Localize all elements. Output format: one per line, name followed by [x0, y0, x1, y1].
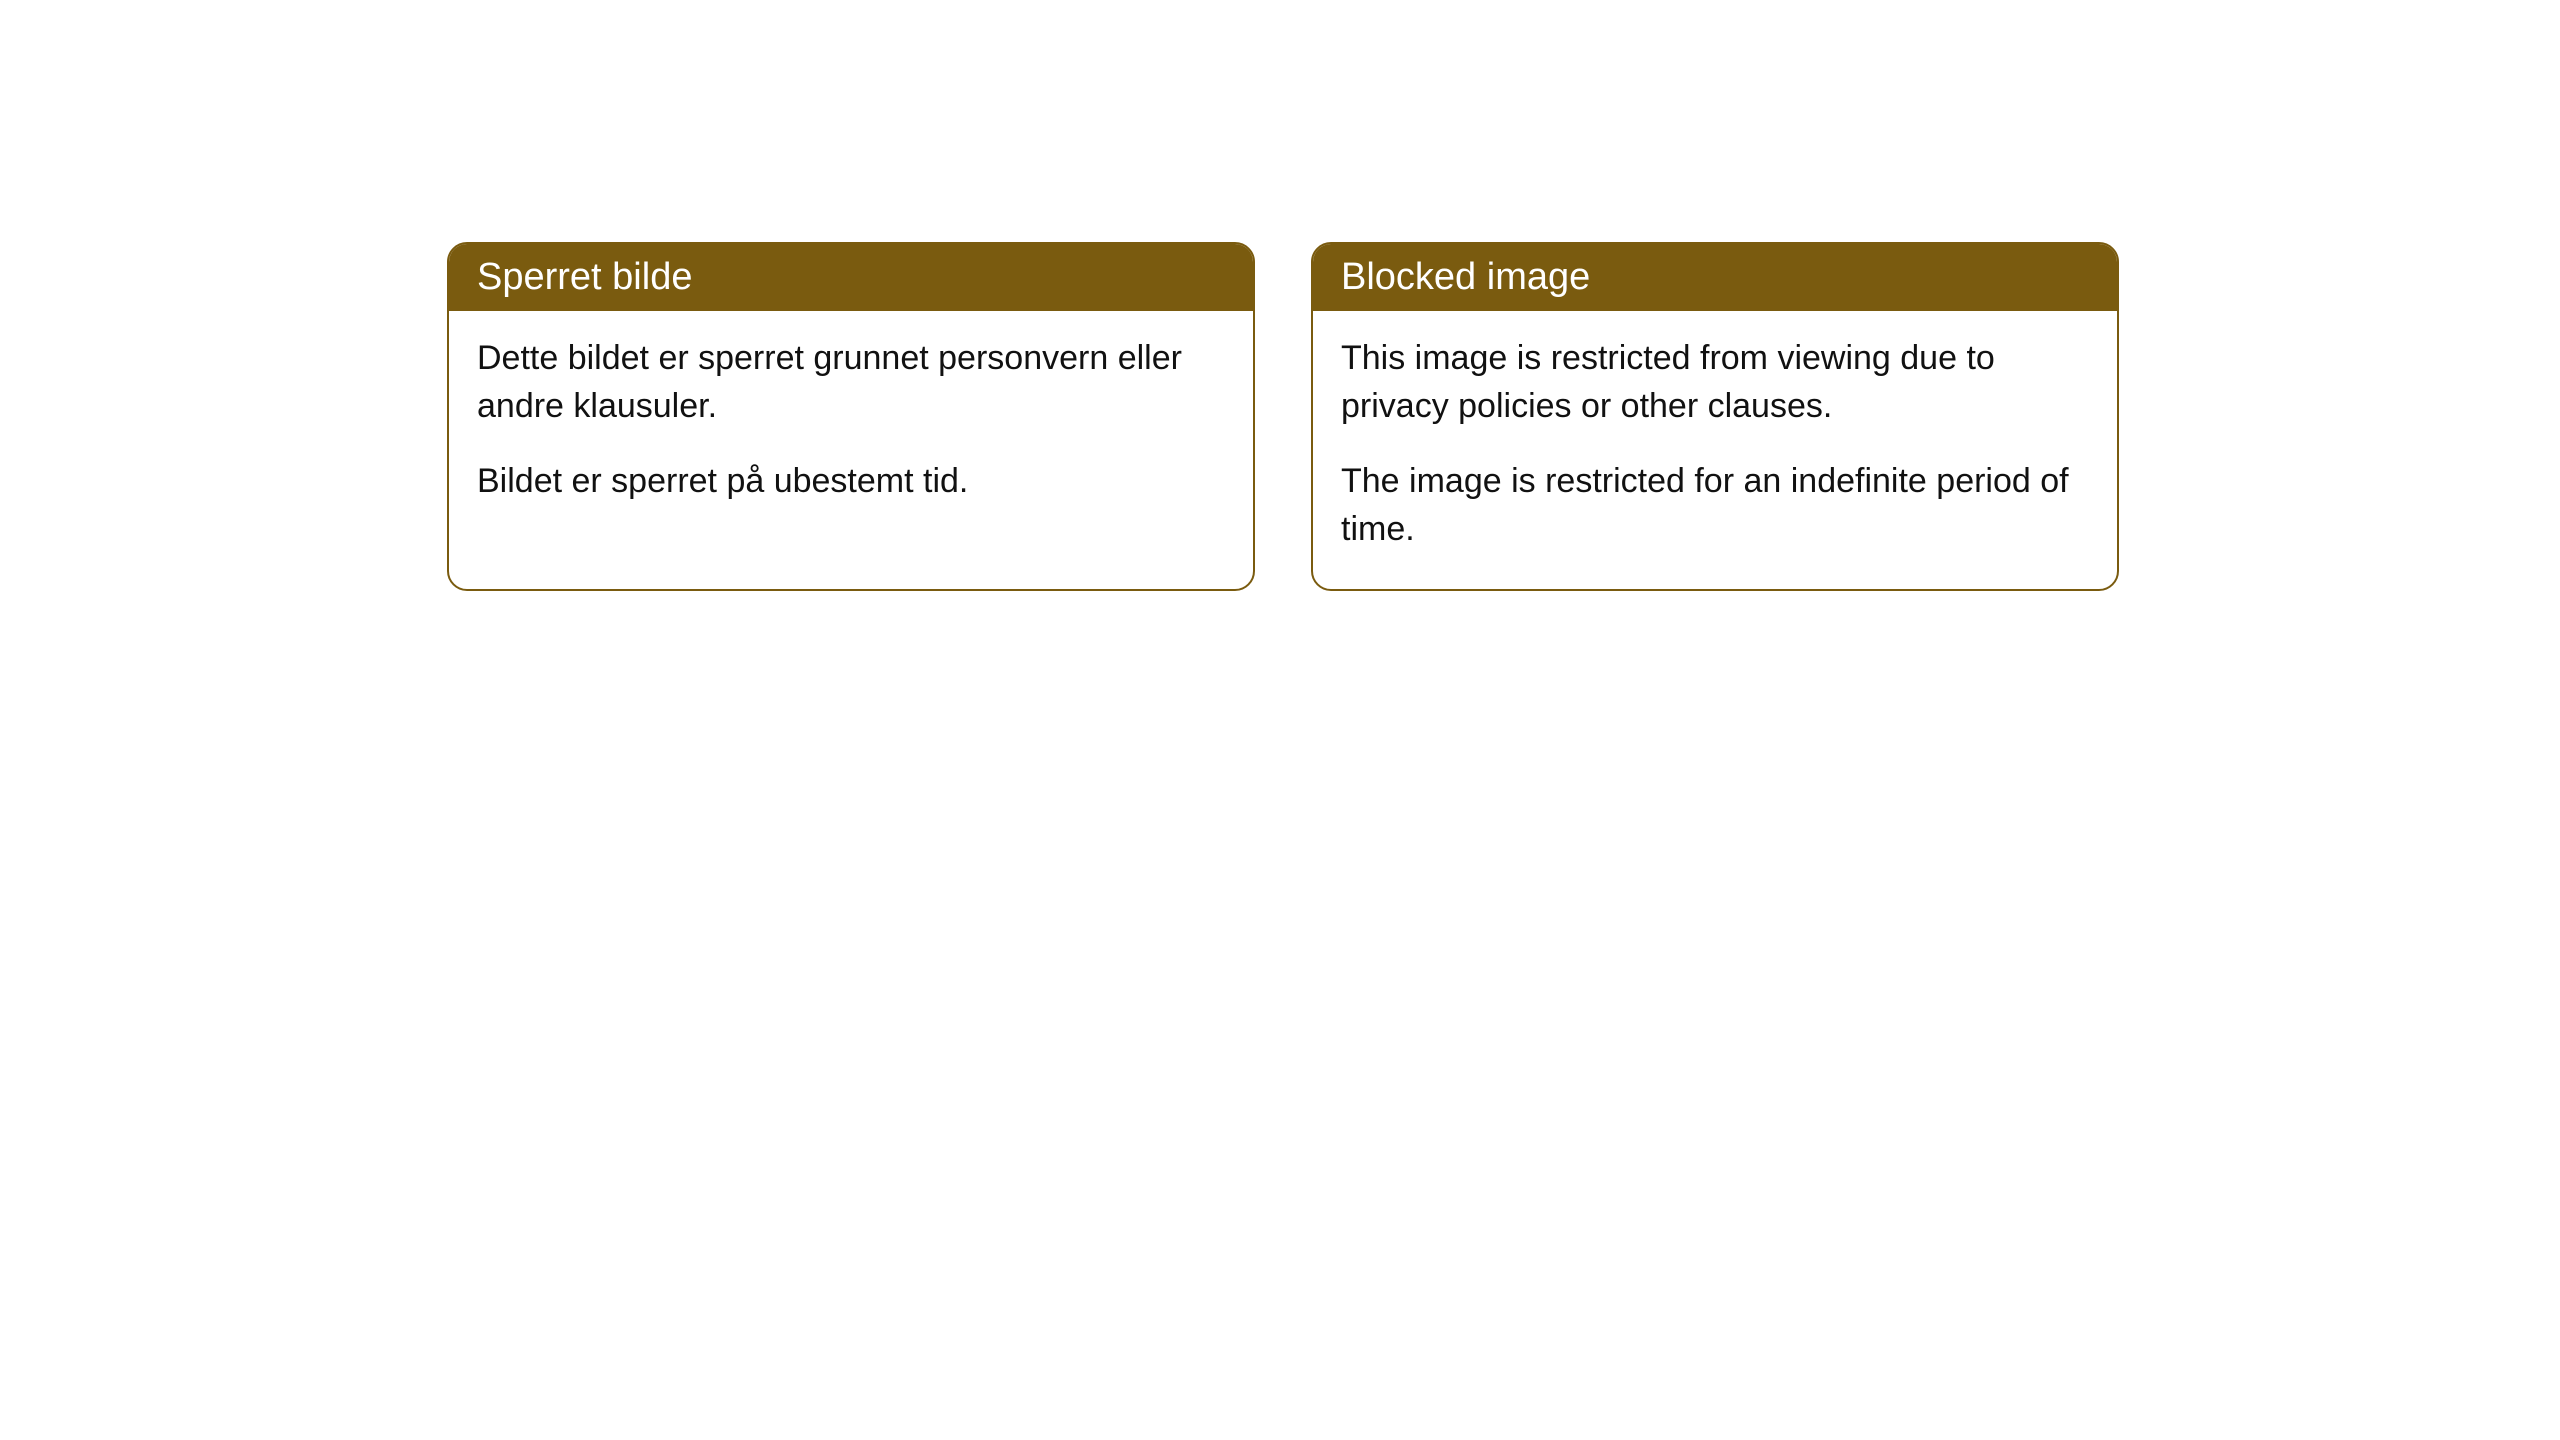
notice-paragraph: Bildet er sperret på ubestemt tid. [477, 458, 1225, 506]
notice-card-norwegian: Sperret bilde Dette bildet er sperret gr… [447, 242, 1255, 591]
notices-container: Sperret bilde Dette bildet er sperret gr… [447, 242, 2119, 591]
notice-card-english: Blocked image This image is restricted f… [1311, 242, 2119, 591]
notice-title: Sperret bilde [477, 256, 692, 298]
notice-body: This image is restricted from viewing du… [1313, 311, 2117, 589]
notice-header: Sperret bilde [449, 244, 1253, 311]
notice-header: Blocked image [1313, 244, 2117, 311]
notice-paragraph: This image is restricted from viewing du… [1341, 335, 2089, 430]
notice-paragraph: The image is restricted for an indefinit… [1341, 458, 2089, 553]
notice-body: Dette bildet er sperret grunnet personve… [449, 311, 1253, 542]
notice-paragraph: Dette bildet er sperret grunnet personve… [477, 335, 1225, 430]
notice-title: Blocked image [1341, 256, 1590, 298]
